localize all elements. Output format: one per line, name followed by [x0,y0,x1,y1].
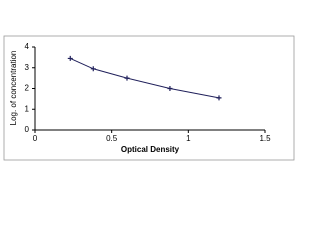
chart-frame [3,35,295,161]
y-tick-label: 2 [25,84,30,93]
data-point [216,95,222,101]
x-tick-label: 0 [33,134,38,143]
data-point [167,86,173,91]
y-tick-label: 3 [25,63,30,72]
x-axis-label: Optical Density [121,145,180,154]
data-point [67,55,73,61]
chart: Optical Density Log. of concentration 0 1… [3,35,295,161]
data-point [90,66,96,72]
data-point [124,75,130,81]
y-axis-label: Log. of concentration [9,51,18,126]
page: Optical Density Log. of concentration 0 1… [3,35,295,161]
x-tick-label: 1.5 [259,134,271,143]
data-line [70,57,220,99]
x-tick-label: 0.5 [106,134,118,143]
y-tick-label: 0 [25,125,30,134]
x-tick-label: 1 [186,134,191,143]
y-tick-label: 4 [25,42,30,51]
y-tick-label: 1 [25,104,30,113]
